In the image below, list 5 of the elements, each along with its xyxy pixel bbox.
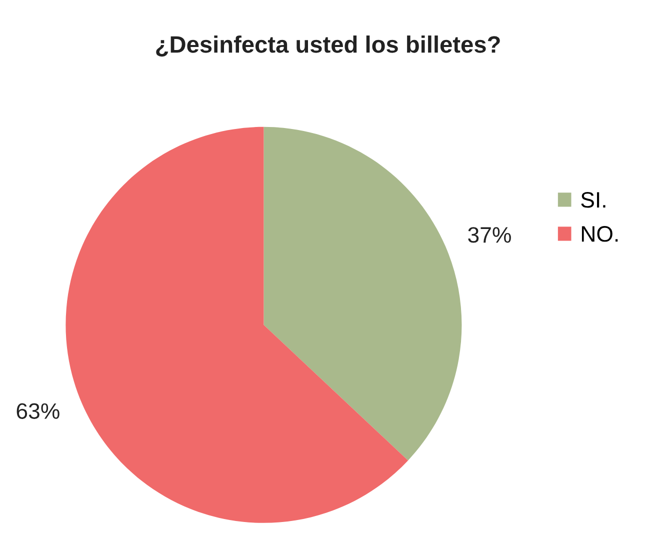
data-label: 63% [16,403,60,419]
chart-title: ¿Desinfecta usted los billetes? [156,35,500,57]
legend-label: NO. [582,226,618,242]
data-label: 37% [468,227,511,243]
legend-label: SI. [581,192,606,208]
